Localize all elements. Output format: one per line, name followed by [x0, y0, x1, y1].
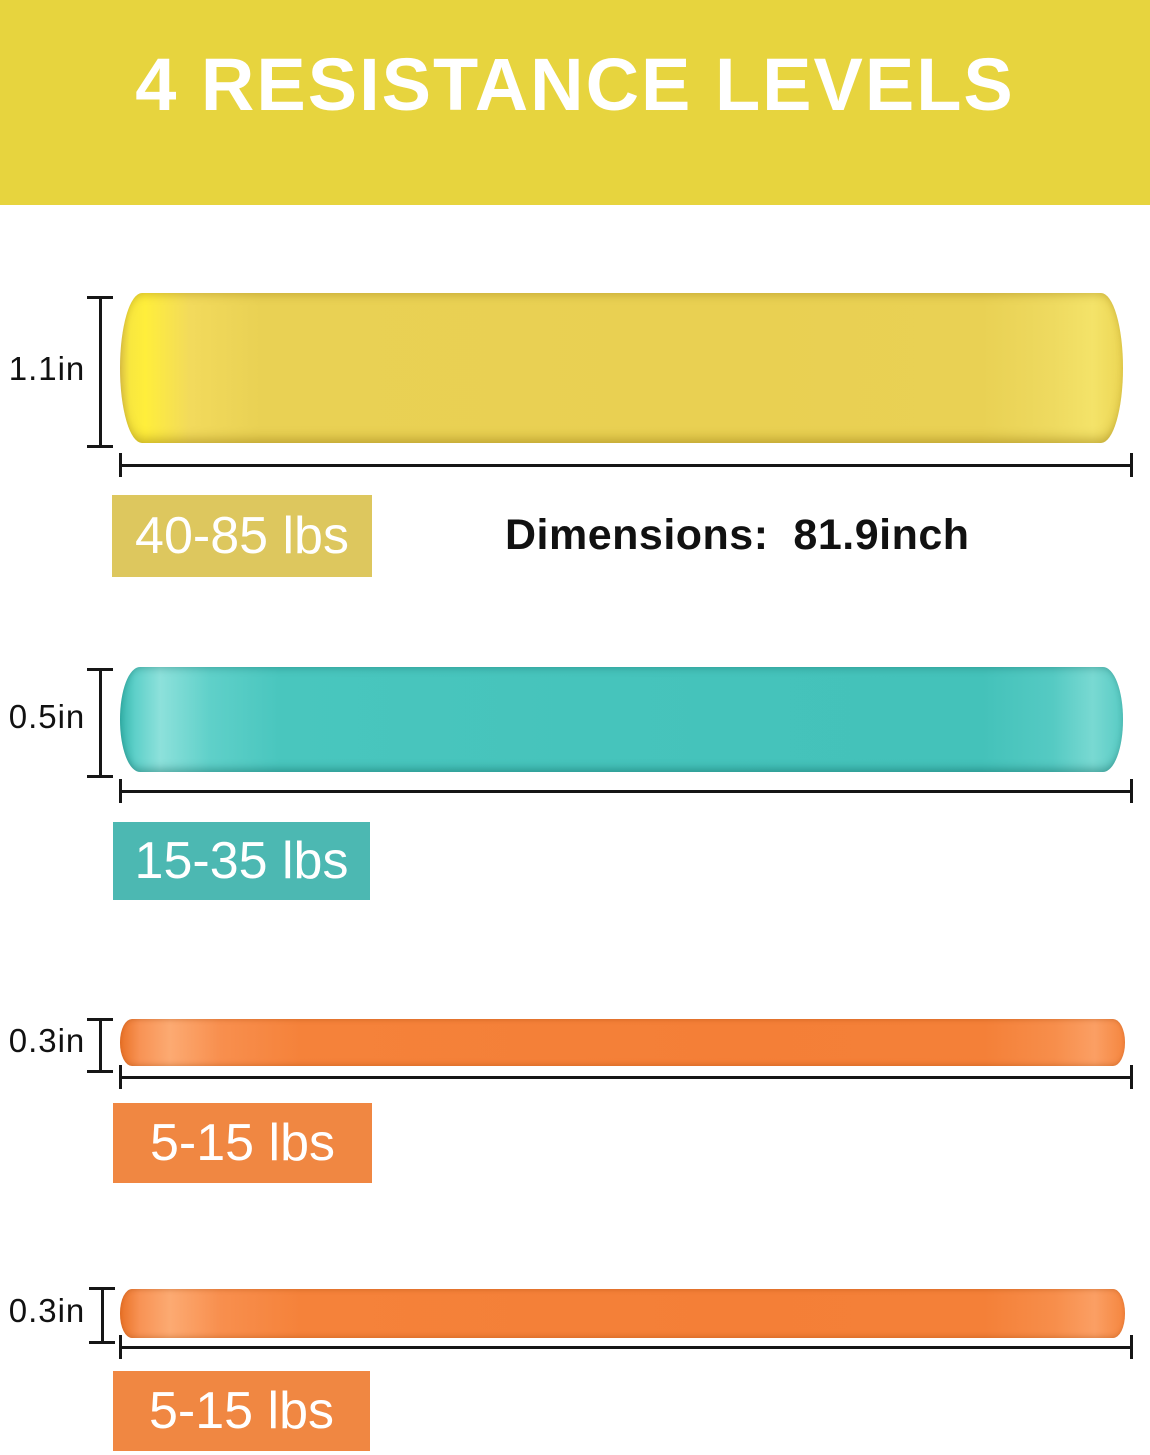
thickness-label: 1.1in — [8, 350, 86, 387]
page-title: 4 RESISTANCE LEVELS — [135, 43, 1015, 126]
resistance-band-yellow — [120, 293, 1123, 443]
height-measure-line — [87, 296, 113, 448]
resistance-band-orange — [120, 1019, 1125, 1066]
weight-range-badge: 5-15 lbs — [113, 1371, 370, 1451]
weight-range-badge: 5-15 lbs — [113, 1103, 372, 1183]
length-measure-line — [119, 1065, 1133, 1089]
dimensions-text: Dimensions: 81.9inch — [505, 511, 970, 559]
length-measure-line — [119, 1335, 1133, 1359]
height-measure-line — [89, 1287, 115, 1344]
weight-range-badge: 15-35 lbs — [113, 822, 370, 900]
weight-range-badge: 40-85 lbs — [112, 495, 372, 577]
height-measure-line — [87, 668, 113, 778]
header-banner: 4 RESISTANCE LEVELS — [0, 0, 1150, 205]
height-measure-line — [87, 1018, 113, 1073]
thickness-label: 0.3in — [8, 1022, 86, 1059]
length-measure-line — [119, 453, 1133, 477]
resistance-band-orange — [120, 1289, 1125, 1338]
resistance-band-teal — [120, 667, 1123, 772]
thickness-label: 0.3in — [8, 1292, 86, 1329]
thickness-label: 0.5in — [8, 698, 86, 735]
length-measure-line — [119, 779, 1133, 803]
